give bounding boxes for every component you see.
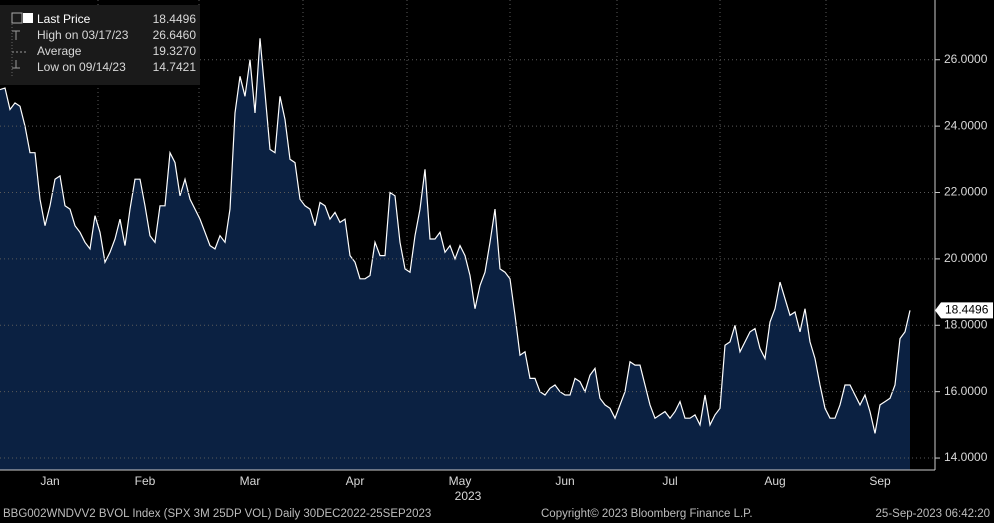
legend-icon [12,30,20,40]
legend-icon [11,12,23,24]
legend-value: 19.3270 [153,44,197,58]
y-tick-label: 22.0000 [944,185,988,199]
x-tick-label: Aug [764,474,785,488]
legend-value: 18.4496 [153,12,197,26]
legend-value: 14.7421 [153,60,197,74]
year-label: 2023 [455,489,482,503]
legend-value: 26.6460 [153,28,197,42]
footer-center: Copyright© 2023 Bloomberg Finance L.P. [541,508,753,520]
y-tick-label: 14.0000 [944,450,988,464]
plot-area: 14.0000 16.0000 18.0000 20.0000 22.0000 24.00… [0,0,993,503]
y-tick-label: 16.0000 [944,384,988,398]
y-tick-label: 20.0000 [944,251,988,265]
footer-left: BBG002WNDVV2 BVOL Index (SPX 3M 25DP VOL… [3,508,431,520]
legend-label: Low on 09/14/23 [37,60,126,74]
last-value-tag [935,302,993,319]
legend-icon [12,60,20,69]
legend-label: Last Price [37,12,91,26]
area-fill [0,38,910,471]
x-tick-label: Jun [555,474,574,488]
x-tick-label: May [449,474,472,488]
x-tick-label: Apr [346,474,365,488]
price-line [0,38,911,434]
legend-icon [23,13,33,23]
x-tick-label: Feb [135,474,156,488]
x-tick-label: Sep [869,474,891,488]
x-tick-label: Jan [40,474,59,488]
y-tick-label: 26.0000 [944,52,988,66]
legend-box [0,5,200,85]
x-tick-label: Mar [240,474,261,488]
footer-right: 25-Sep-2023 06:42:20 [876,508,990,520]
legend-label: Average [37,44,82,58]
y-tick-label: 18.0000 [944,317,988,331]
x-tick-label: Jul [662,474,677,488]
last-value-label: 18.4496 [945,303,989,317]
legend-label: High on 03/17/23 [37,28,129,42]
y-tick-label: 24.0000 [944,118,988,132]
legend: Last Price 18.4496 High on 03/17/23 26.6460… [0,5,200,85]
